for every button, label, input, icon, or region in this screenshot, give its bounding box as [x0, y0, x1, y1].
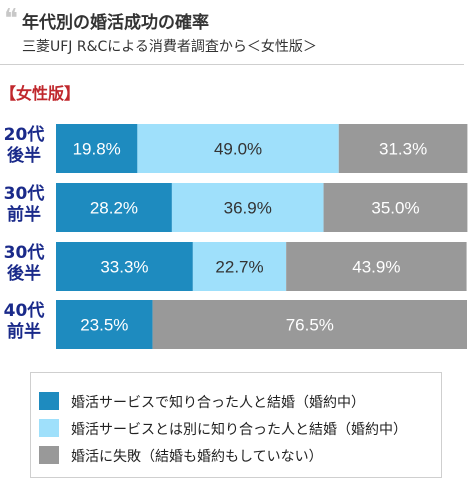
legend-label: 婚活に失敗（結婚も婚約もしていない）	[71, 449, 323, 465]
bar-segment-married-via-service	[56, 124, 138, 173]
data-label: 22.7%	[215, 258, 263, 277]
bar-segment-married-via-service	[56, 242, 193, 291]
page-subtitle: 三菱UFJ R&Cによる消費者調査から＜女性版＞	[22, 39, 317, 55]
data-label: 31.3%	[379, 140, 427, 159]
bar-segment-married-via-service	[56, 300, 153, 349]
row-label-line: 20代	[3, 125, 45, 145]
row-label-line: 後半	[7, 146, 41, 166]
legend-swatch-failed	[39, 446, 59, 464]
row-label-line: 前半	[7, 205, 41, 225]
data-label: 19.8%	[73, 140, 121, 159]
section-label: 【女性版】	[0, 84, 81, 103]
legend-label: 婚活サービスで知り合った人と結婚（婚約中）	[71, 395, 365, 411]
bar-segment-married-other	[192, 242, 287, 291]
bar-segment-married-other	[137, 124, 339, 173]
row-label-line: 30代	[3, 243, 45, 263]
page-title: 年代別の婚活成功の確率	[22, 13, 209, 33]
stacked-bar-chart: 20代 後半 30代 前半 30代 後半 40代 前半 19.8% 49.0% 31…	[0, 118, 473, 354]
row-label-line: 後半	[7, 264, 41, 284]
data-label: 35.0%	[371, 199, 419, 218]
quote-icon: ❝	[4, 4, 18, 34]
bar-segment-failed	[323, 183, 468, 232]
data-label: 23.5%	[80, 316, 128, 335]
divider	[0, 64, 464, 65]
data-label: 33.3%	[100, 258, 148, 277]
row-label-line: 30代	[3, 184, 45, 204]
legend: 婚活サービスで知り合った人と結婚（婚約中） 婚活サービスとは別に知り合った人と結…	[30, 372, 442, 478]
data-label: 36.9%	[224, 199, 272, 218]
row-label-40s-early: 40代 前半	[0, 301, 48, 343]
legend-label: 婚活サービスとは別に知り合った人と結婚（婚約中）	[71, 422, 407, 438]
data-label: 28.2%	[90, 199, 138, 218]
data-label: 76.5%	[286, 316, 334, 335]
data-label: 43.9%	[352, 258, 400, 277]
row-label-20s-late: 20代 後半	[0, 125, 48, 167]
bar-segment-failed	[286, 242, 467, 291]
bars-area: 19.8% 49.0% 31.3% 28.2% 36.9% 35.0% 33.3% 22.7%…	[56, 124, 468, 349]
row-label-30s-early: 30代 前半	[0, 184, 48, 226]
bar-segment-married-via-service	[56, 183, 172, 232]
legend-swatch-married-via-service	[39, 392, 59, 410]
bar-segment-married-other	[171, 183, 324, 232]
row-label-line: 40代	[3, 301, 45, 321]
bar-segment-failed	[152, 300, 467, 349]
data-label: 49.0%	[214, 140, 262, 159]
bar-segment-failed	[338, 124, 468, 173]
row-label-line: 前半	[7, 322, 41, 342]
legend-swatch-married-other	[39, 419, 59, 437]
row-label-30s-late: 30代 後半	[0, 243, 48, 285]
